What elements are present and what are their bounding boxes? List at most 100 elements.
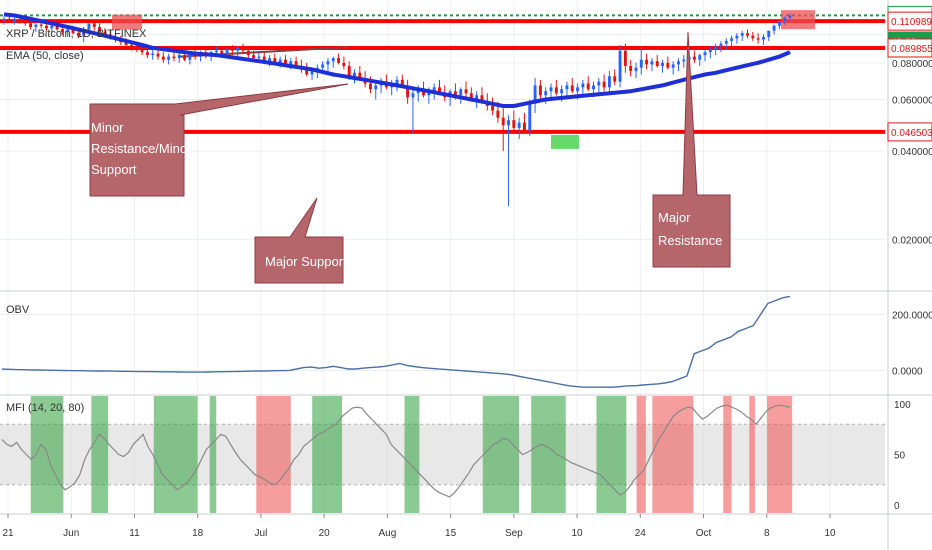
candle-body[interactable]: [284, 59, 287, 65]
candle-body[interactable]: [92, 23, 96, 27]
candle-body[interactable]: [645, 59, 649, 65]
candle-body[interactable]: [135, 46, 139, 50]
candle-body[interactable]: [241, 47, 245, 51]
candle-body[interactable]: [522, 122, 526, 131]
candle-body[interactable]: [374, 85, 378, 90]
candle-body[interactable]: [347, 66, 351, 77]
candle-body[interactable]: [257, 56, 261, 59]
candle-body[interactable]: [570, 85, 574, 92]
candle-body[interactable]: [788, 15, 792, 18]
candle-body[interactable]: [719, 43, 723, 47]
candle-body[interactable]: [278, 59, 282, 63]
candle-body[interactable]: [177, 55, 181, 59]
candle-body[interactable]: [576, 87, 580, 92]
candle-body[interactable]: [337, 58, 341, 63]
candle-body[interactable]: [273, 58, 277, 63]
candle-body[interactable]: [50, 25, 54, 29]
candle-body[interactable]: [592, 85, 595, 90]
candle-body[interactable]: [491, 105, 495, 111]
candle-body[interactable]: [358, 72, 362, 79]
candle-body[interactable]: [777, 21, 781, 26]
candle-body[interactable]: [331, 58, 335, 62]
candle-body[interactable]: [172, 56, 176, 59]
candle-body[interactable]: [692, 56, 696, 60]
candle-body[interactable]: [156, 53, 160, 57]
candle-body[interactable]: [87, 23, 91, 30]
candle-body[interactable]: [517, 122, 521, 128]
candle-body[interactable]: [23, 22, 27, 24]
candle-body[interactable]: [60, 29, 64, 32]
candle-body[interactable]: [475, 95, 479, 100]
candle-body[interactable]: [730, 38, 734, 41]
candle-body[interactable]: [682, 59, 686, 62]
candle-body[interactable]: [677, 61, 680, 65]
candle-body[interactable]: [400, 79, 404, 86]
candle-body[interactable]: [214, 50, 218, 53]
candle-body[interactable]: [735, 35, 739, 39]
candle-body[interactable]: [55, 25, 59, 30]
candle-body[interactable]: [246, 50, 250, 56]
mfi-pane[interactable]: [0, 396, 885, 513]
candle-body[interactable]: [581, 83, 585, 88]
candle-body[interactable]: [321, 64, 325, 68]
candle-body[interactable]: [353, 72, 356, 77]
candle-body[interactable]: [714, 46, 718, 50]
candle-body[interactable]: [29, 23, 33, 27]
candle-body[interactable]: [724, 40, 728, 44]
candle-body[interactable]: [756, 38, 760, 40]
candle-body[interactable]: [671, 64, 675, 68]
candle-body[interactable]: [188, 53, 192, 60]
candle-body[interactable]: [464, 89, 468, 94]
candle-body[interactable]: [368, 83, 372, 90]
candle-body[interactable]: [310, 71, 314, 75]
candle-body[interactable]: [395, 79, 399, 84]
candle-body[interactable]: [294, 61, 298, 67]
candle-body[interactable]: [18, 19, 22, 23]
candle-body[interactable]: [7, 18, 11, 23]
candle-body[interactable]: [469, 93, 473, 100]
candle-body[interactable]: [45, 25, 48, 29]
candle-body[interactable]: [161, 56, 165, 60]
candle-body[interactable]: [618, 50, 622, 82]
candle-body[interactable]: [252, 55, 256, 59]
candle-body[interactable]: [326, 61, 330, 65]
candle-body[interactable]: [623, 50, 627, 67]
candle-body[interactable]: [703, 52, 707, 56]
candle-body[interactable]: [13, 19, 17, 23]
candle-body[interactable]: [66, 29, 70, 32]
candle-body[interactable]: [103, 31, 107, 35]
candle-body[interactable]: [783, 17, 787, 22]
candle-body[interactable]: [480, 95, 484, 102]
candle-body[interactable]: [597, 81, 601, 86]
candle-body[interactable]: [666, 62, 670, 68]
candle-body[interactable]: [767, 30, 771, 37]
candle-body[interactable]: [406, 85, 410, 98]
candle-body[interactable]: [230, 49, 234, 51]
candle-body[interactable]: [554, 87, 558, 94]
candle-body[interactable]: [560, 89, 564, 94]
candle-body[interactable]: [98, 26, 102, 32]
candle-body[interactable]: [528, 103, 532, 131]
candle-body[interactable]: [438, 87, 441, 94]
candle-body[interactable]: [411, 93, 415, 98]
candle-body[interactable]: [342, 62, 346, 67]
candle-body[interactable]: [183, 55, 187, 60]
candle-body[interactable]: [151, 53, 155, 56]
candle-body[interactable]: [220, 50, 224, 54]
candle-body[interactable]: [661, 62, 665, 67]
candle-body[interactable]: [124, 42, 128, 46]
candle-body[interactable]: [533, 85, 537, 104]
candle-body[interactable]: [512, 120, 516, 128]
candle-body[interactable]: [602, 81, 606, 88]
candle-body[interactable]: [496, 110, 500, 118]
candle-body[interactable]: [549, 87, 553, 92]
ema-line[interactable]: [3, 12, 791, 108]
candle-body[interactable]: [708, 49, 712, 53]
candle-body[interactable]: [167, 56, 171, 60]
candle-body[interactable]: [71, 29, 75, 34]
candle-body[interactable]: [746, 33, 749, 36]
candle-body[interactable]: [262, 56, 266, 62]
candle-body[interactable]: [613, 76, 617, 82]
candle-body[interactable]: [236, 47, 240, 51]
candle-body[interactable]: [607, 76, 611, 88]
